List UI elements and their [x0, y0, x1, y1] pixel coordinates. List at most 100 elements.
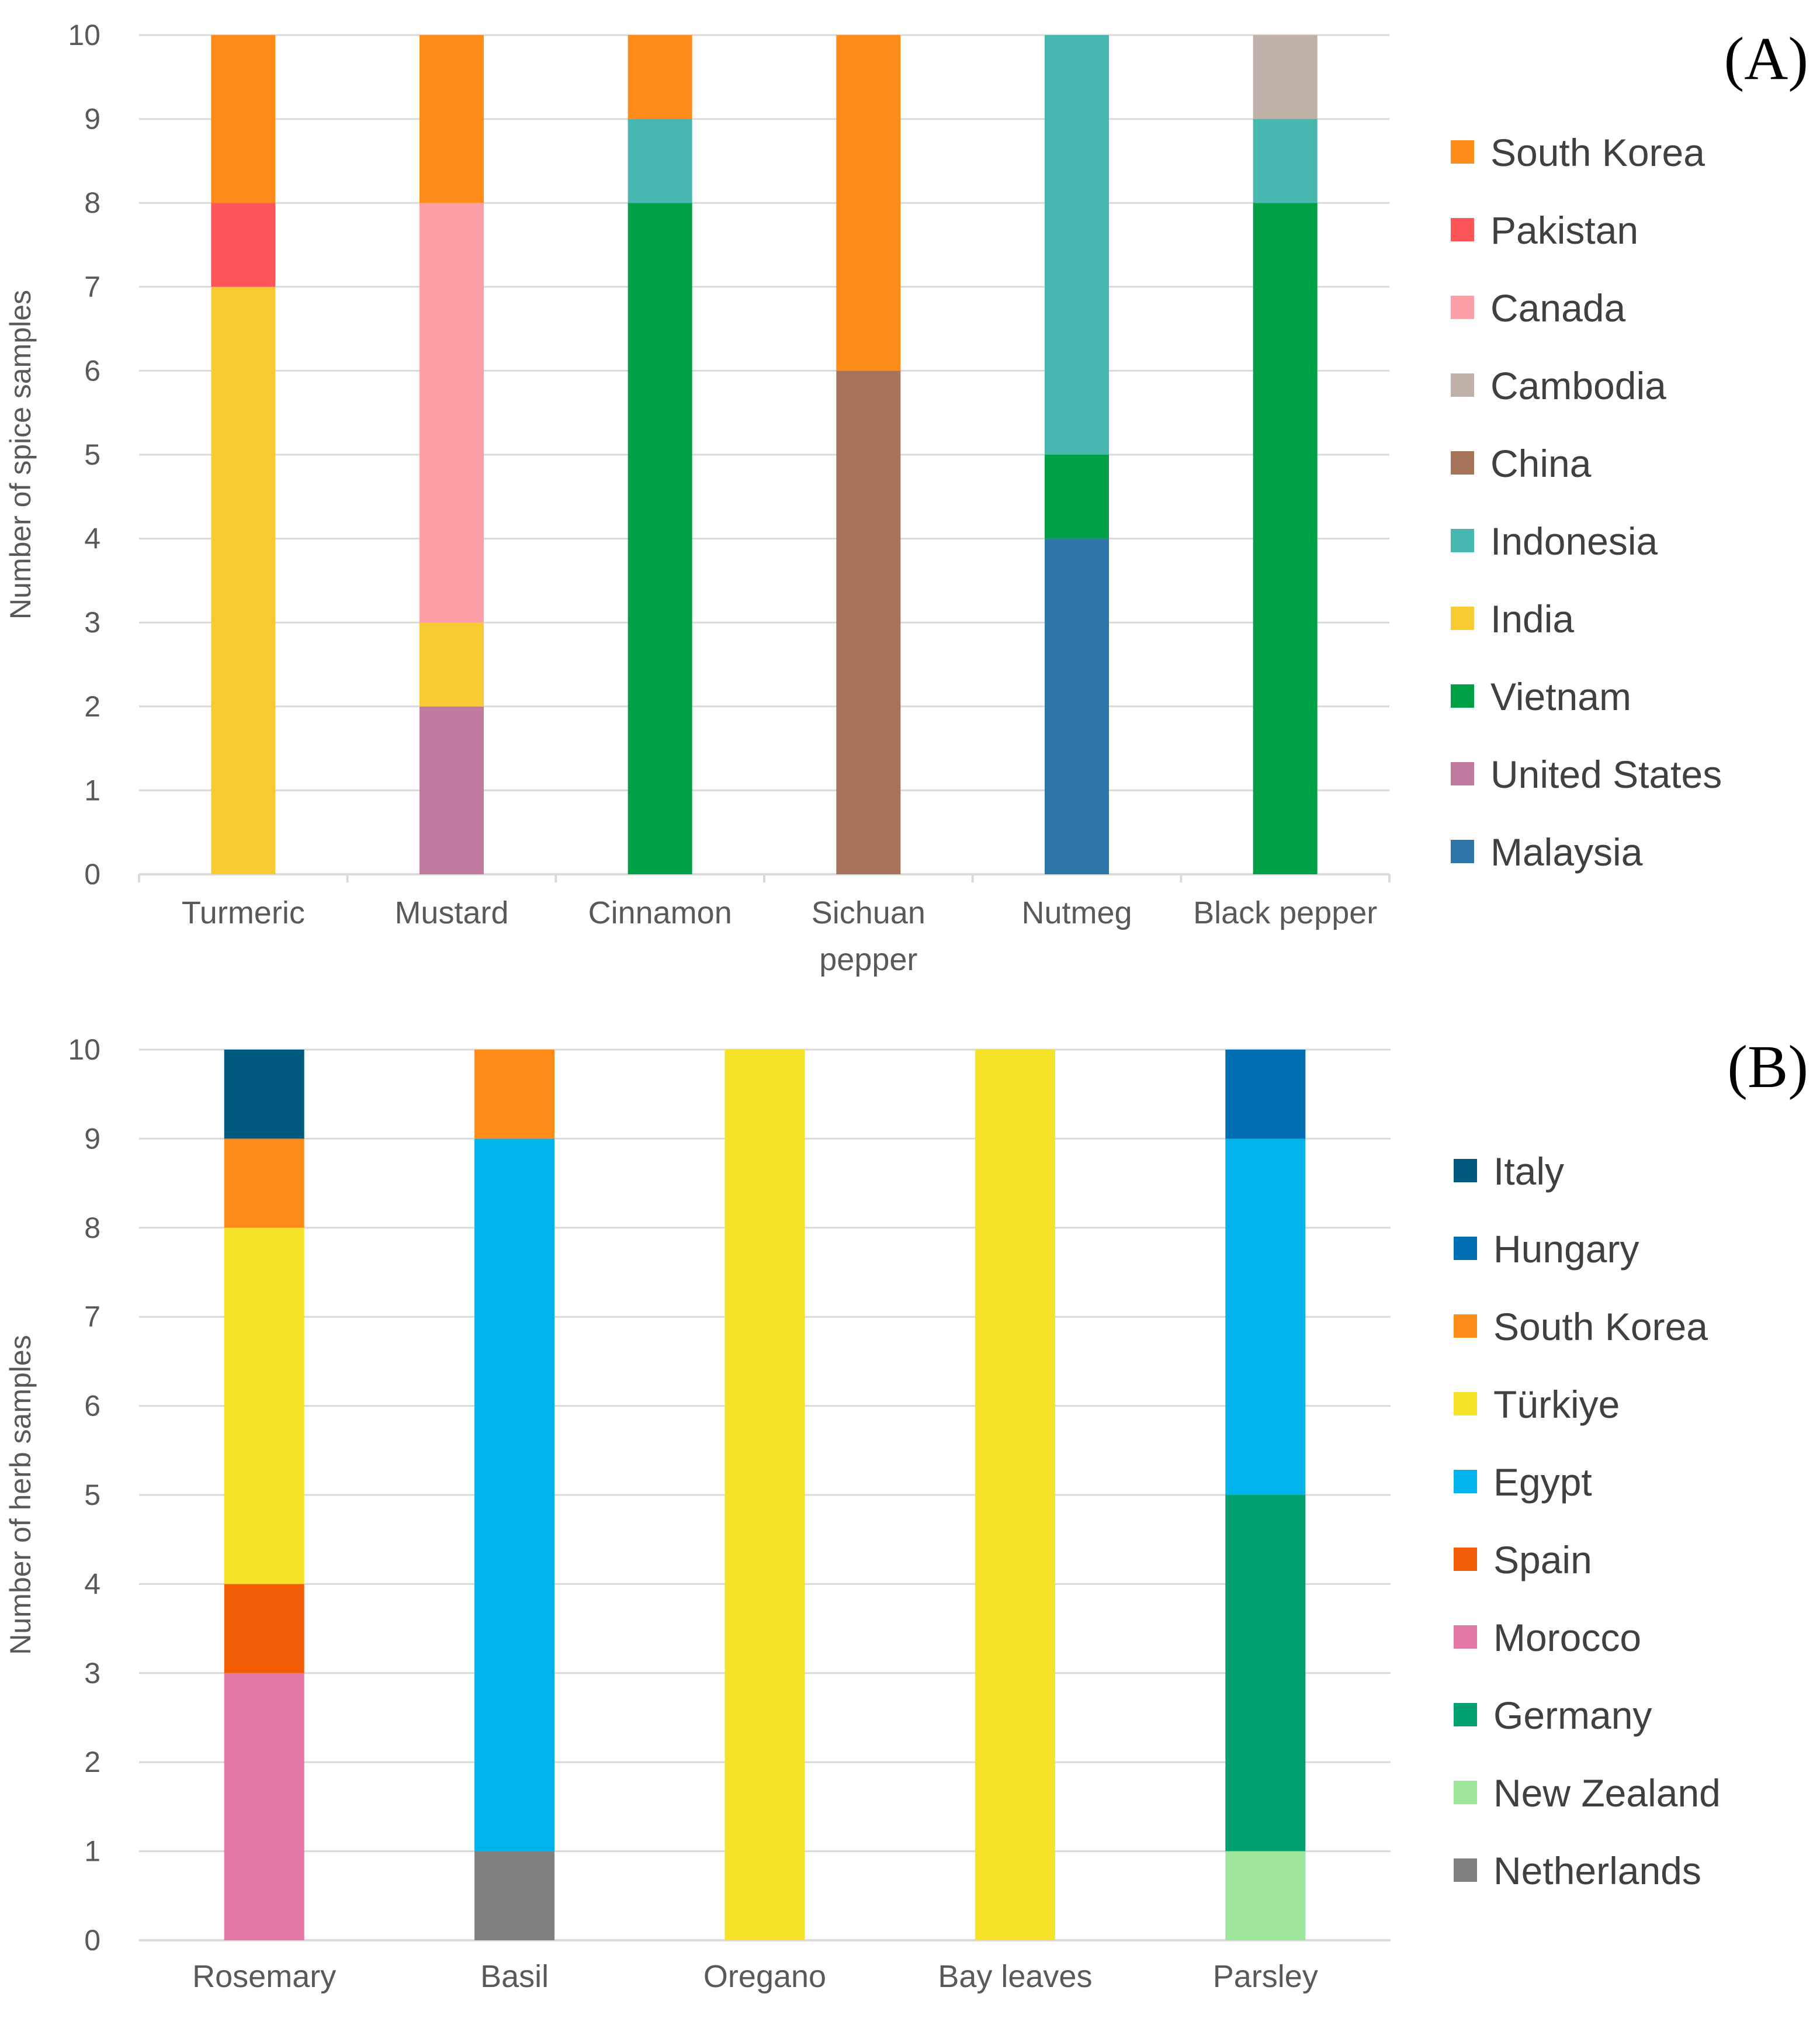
bar-segment-netherlands — [474, 1851, 555, 1940]
y-tick-label: 6 — [84, 354, 100, 387]
bar-segment-spain — [224, 1584, 304, 1673]
y-tick-label: 7 — [84, 1300, 100, 1333]
y-tick-label: 1 — [84, 774, 100, 806]
bar-segment-t-rkiye — [724, 1050, 805, 1940]
y-tick-label: 6 — [84, 1390, 100, 1422]
y-tick-label: 1 — [84, 1835, 100, 1868]
legend-swatch — [1451, 762, 1474, 785]
x-tick-label: Basil — [480, 1959, 549, 1994]
y-axis-title: Number of herb samples — [4, 1335, 37, 1654]
bar-segment-indonesia — [1045, 35, 1109, 455]
legend-label: United States — [1490, 753, 1722, 796]
bar-segment-cambodia — [1253, 35, 1318, 119]
y-tick-label: 0 — [84, 1924, 100, 1957]
x-tick-label: Parsley — [1213, 1959, 1318, 1994]
legend-label: Germany — [1493, 1694, 1652, 1737]
legend-swatch — [1454, 1237, 1477, 1260]
bar-segment-italy — [224, 1050, 304, 1139]
legend-swatch — [1451, 684, 1474, 708]
bar-segment-t-rkiye — [224, 1227, 304, 1584]
bar-segment-south-korea — [628, 35, 692, 119]
legend-swatch — [1451, 840, 1474, 863]
bar-segment-south-korea — [420, 35, 484, 203]
y-tick-label: 5 — [84, 1479, 100, 1511]
legend-swatch — [1451, 296, 1474, 319]
legend-label: Spain — [1493, 1538, 1592, 1581]
y-tick-label: 4 — [84, 1567, 100, 1600]
legend-swatch — [1454, 1548, 1477, 1571]
x-tick-label: Bay leaves — [938, 1959, 1092, 1994]
panel-label: (A) — [1724, 25, 1808, 92]
bar-segment-south-korea — [836, 35, 901, 371]
legend-label: Türkiye — [1493, 1383, 1620, 1426]
spice-chart: 0 1 2 3 4 5 6 7 8 9 10 Turmeric Mustard Cinnamon Sichu… — [4, 19, 1808, 977]
bar-segment-new-zealand — [1225, 1851, 1306, 1940]
y-tick-label: 9 — [84, 1122, 100, 1155]
x-tick-label: Turmeric — [182, 895, 305, 930]
legend-swatch — [1451, 529, 1474, 552]
x-tick-label: Black pepper — [1193, 895, 1377, 930]
legend-label: Netherlands — [1493, 1849, 1701, 1892]
legend-label: Malaysia — [1490, 830, 1643, 874]
x-tick-label: Nutmeg — [1021, 895, 1132, 930]
y-axis-title: Number of spice samples — [4, 290, 37, 619]
y-tick-label: 0 — [84, 858, 100, 891]
bar-segment-malaysia — [1045, 538, 1109, 874]
legend-swatch — [1454, 1781, 1477, 1804]
y-tick-label: 3 — [84, 606, 100, 639]
x-tick-label: Rosemary — [192, 1959, 336, 1994]
bar-segment-south-korea — [474, 1050, 555, 1139]
x-tick-label: Sichuan — [812, 895, 925, 930]
legend-label: South Korea — [1493, 1305, 1708, 1348]
bar-segment-canada — [420, 203, 484, 623]
y-tick-label: 8 — [84, 1212, 100, 1244]
legend-swatch — [1451, 373, 1474, 397]
y-tick-label: 9 — [84, 103, 100, 136]
y-tick-label: 10 — [68, 19, 100, 51]
y-tick-label: 3 — [84, 1657, 100, 1690]
legend-label: Cambodia — [1490, 364, 1666, 407]
legend-label: Morocco — [1493, 1616, 1641, 1659]
y-tick-label: 10 — [68, 1033, 100, 1066]
legend-swatch — [1454, 1625, 1477, 1649]
bar-segment-united-states — [420, 706, 484, 874]
y-tick-label: 2 — [84, 690, 100, 723]
x-tick-label: Cinnamon — [588, 895, 732, 930]
bar-segment-south-korea — [211, 35, 276, 203]
legend-swatch — [1454, 1470, 1477, 1493]
legend-label: China — [1490, 442, 1592, 485]
legend-label: India — [1490, 597, 1574, 641]
legend-label: Vietnam — [1490, 675, 1631, 718]
x-tick-label: Oregano — [703, 1959, 826, 1994]
legend-label: Indonesia — [1490, 520, 1658, 563]
bar-segment-morocco — [224, 1673, 304, 1940]
bar-segment-india — [420, 622, 484, 707]
legend-swatch — [1454, 1314, 1477, 1338]
legend-swatch — [1454, 1159, 1477, 1182]
legend-label: South Korea — [1490, 131, 1705, 174]
y-tick-label: 5 — [84, 438, 100, 471]
legend-label: Hungary — [1493, 1227, 1639, 1271]
y-tick-label: 7 — [84, 271, 100, 303]
legend-label: Italy — [1493, 1150, 1564, 1193]
legend-label: Canada — [1490, 286, 1625, 330]
bar-segment-vietnam — [628, 203, 692, 875]
legend-swatch — [1451, 451, 1474, 475]
panel-label: (B) — [1727, 1033, 1808, 1100]
x-tick-label: Mustard — [394, 895, 508, 930]
bar-segment-china — [836, 371, 901, 874]
legend-swatch — [1451, 218, 1474, 241]
legend-label: Pakistan — [1490, 209, 1638, 252]
y-tick-label: 4 — [84, 522, 100, 555]
x-tick-label: pepper — [819, 942, 917, 977]
herb-chart: 0 1 2 3 4 5 6 7 8 9 10 Rosemary Basil Oregano Bay leav… — [4, 1033, 1808, 1994]
bar-segment-vietnam — [1045, 455, 1109, 539]
bar-segment-vietnam — [1253, 203, 1318, 875]
bar-segment-india — [211, 286, 276, 874]
bar-segment-indonesia — [628, 119, 692, 203]
bar-segment-pakistan — [211, 203, 276, 287]
legend-swatch — [1454, 1858, 1477, 1882]
bar-segment-t-rkiye — [975, 1050, 1055, 1940]
legend-label: Egypt — [1493, 1460, 1592, 1504]
